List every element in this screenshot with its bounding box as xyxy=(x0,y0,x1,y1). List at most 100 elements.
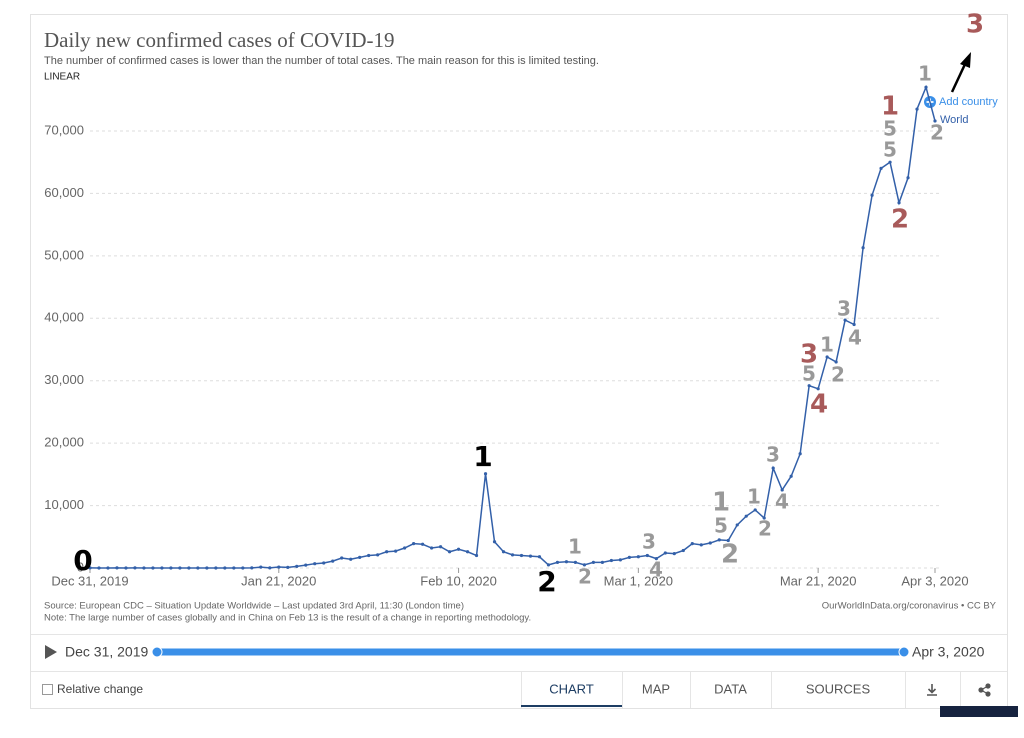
data-point xyxy=(367,553,371,558)
wave-label: 5 xyxy=(714,514,728,538)
data-point xyxy=(933,119,937,123)
data-point xyxy=(897,201,901,205)
timeline-handle[interactable] xyxy=(898,646,910,658)
data-point xyxy=(573,560,578,564)
relative-change[interactable]: Relative change xyxy=(57,682,143,696)
data-point xyxy=(169,566,173,570)
tab[interactable]: CHART xyxy=(549,681,594,696)
data-point xyxy=(385,550,389,554)
data-point xyxy=(753,508,757,512)
tab[interactable]: MAP xyxy=(642,681,670,696)
data-point xyxy=(609,558,613,563)
wave-label: 1 xyxy=(820,333,834,357)
data-point xyxy=(421,542,425,546)
x-tick-label: Jan 21, 2020 xyxy=(241,573,316,588)
data-point xyxy=(151,566,155,570)
wave-label: 4 xyxy=(848,326,862,350)
timeline-handle[interactable] xyxy=(151,646,163,658)
scale-toggle[interactable]: LINEAR xyxy=(44,72,80,83)
data-point xyxy=(196,566,200,570)
data-point xyxy=(187,566,191,570)
checkbox[interactable] xyxy=(42,684,53,695)
source: Source: European CDC – Situation Update … xyxy=(44,601,464,612)
data-point xyxy=(474,553,479,558)
data-point xyxy=(654,557,658,561)
y-tick-label: 60,000 xyxy=(44,185,84,200)
data-point xyxy=(133,566,137,570)
data-point xyxy=(115,566,119,570)
data-point xyxy=(564,560,569,564)
data-point xyxy=(807,384,811,388)
data-point xyxy=(546,563,551,567)
data-point xyxy=(358,555,362,559)
chart-subtitle: The number of confirmed cases is lower t… xyxy=(44,55,599,67)
data-point xyxy=(438,545,443,549)
data-point xyxy=(618,558,622,562)
download-icon[interactable] xyxy=(927,684,937,696)
data-point xyxy=(717,538,721,542)
data-point xyxy=(178,566,182,570)
credit: OurWorldInData.org/coronavirus • CC BY xyxy=(822,601,997,612)
wave-label: 4 xyxy=(810,390,828,420)
data-point xyxy=(744,514,748,518)
share-link xyxy=(980,685,989,695)
data-point xyxy=(915,107,919,111)
data-point xyxy=(735,523,739,527)
data-point xyxy=(223,566,227,570)
wave-label: 2 xyxy=(891,205,909,235)
data-point xyxy=(834,360,838,364)
arrow-shaft xyxy=(950,61,968,93)
x-tick-label: Feb 10, 2020 xyxy=(420,573,497,588)
wave-label: 3 xyxy=(766,443,780,467)
data-point xyxy=(663,551,667,555)
tab[interactable]: SOURCES xyxy=(806,681,871,696)
data-point xyxy=(376,553,380,557)
x-tick-label: Mar 21, 2020 xyxy=(780,573,857,588)
timeline-end: Apr 3, 2020 xyxy=(912,644,985,660)
add-country[interactable]: Add country xyxy=(939,96,998,108)
data-point xyxy=(268,566,272,570)
data-point xyxy=(816,387,820,391)
overlay-bar xyxy=(940,706,1018,717)
play-button[interactable] xyxy=(45,645,57,659)
data-point xyxy=(403,546,407,550)
data-point xyxy=(456,547,461,551)
data-point xyxy=(232,566,236,570)
arrow-head xyxy=(960,52,971,68)
note: Note: The large number of cases globally… xyxy=(44,613,531,624)
series-label: World xyxy=(940,114,969,126)
wave-label: 1 xyxy=(881,92,899,122)
share-icon[interactable] xyxy=(978,683,991,697)
data-point xyxy=(286,565,290,569)
data-point xyxy=(412,542,416,546)
data-point xyxy=(771,466,775,470)
wave-label: 3 xyxy=(800,340,818,370)
data-point xyxy=(870,193,874,197)
card xyxy=(30,14,1008,709)
wave-label: 5 xyxy=(883,138,897,162)
data-point xyxy=(241,566,245,570)
wave-label: 2 xyxy=(758,517,772,541)
timeline-start: Dec 31, 2019 xyxy=(65,644,148,660)
data-point xyxy=(924,85,928,89)
data-point xyxy=(636,555,640,559)
data-point xyxy=(789,474,793,478)
y-tick-label: 10,000 xyxy=(44,497,84,512)
data-point xyxy=(537,555,542,559)
data-point xyxy=(699,543,703,547)
data-point xyxy=(582,563,587,567)
data-point xyxy=(142,566,146,570)
data-point xyxy=(349,557,353,561)
data-point xyxy=(879,166,883,171)
wave-label: 2 xyxy=(721,540,739,570)
data-point xyxy=(672,552,676,556)
tab[interactable]: DATA xyxy=(714,681,747,696)
x-tick-label: Apr 3, 2020 xyxy=(901,573,968,588)
data-point xyxy=(331,559,335,563)
data-point xyxy=(690,542,694,546)
data-point xyxy=(322,561,326,565)
data-point xyxy=(304,563,308,567)
y-tick-label: 20,000 xyxy=(44,435,84,450)
data-point xyxy=(591,560,596,564)
